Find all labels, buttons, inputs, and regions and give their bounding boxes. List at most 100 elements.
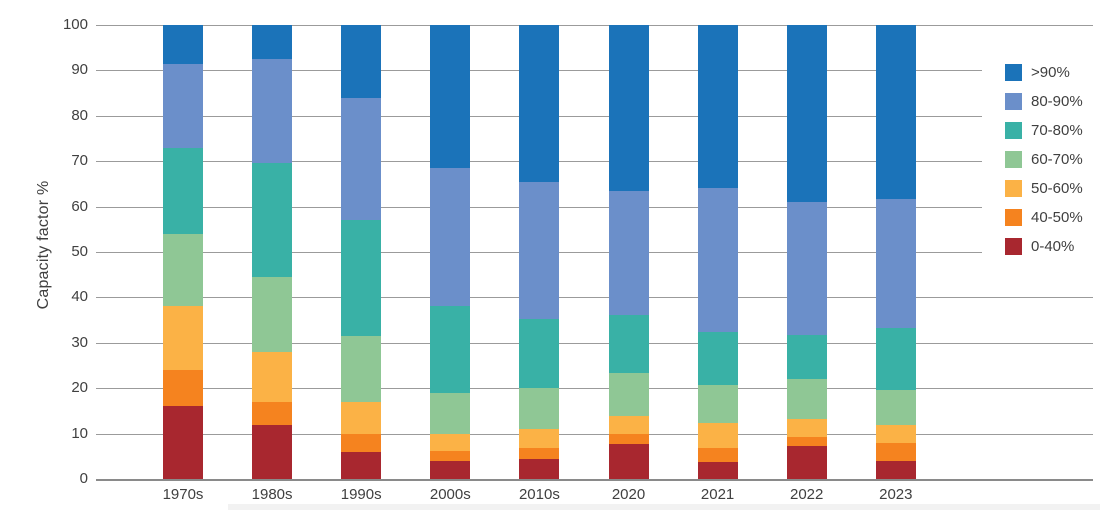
y-tick-label-40: 40: [71, 288, 88, 306]
y-tick-label-20: 20: [71, 379, 88, 397]
bar-segment-2023-70-80%: [875, 328, 916, 391]
bar-segment-2010s-70-80%: [519, 319, 560, 389]
x-tick-label-1990s: 1990s: [340, 486, 382, 503]
bar-segment-1980s-40-50%: [252, 401, 293, 425]
bar-segment-2021-0-40%: [697, 461, 738, 479]
x-tick-label-2020: 2020: [611, 486, 646, 503]
bar-segment-1990s-80-90%: [341, 97, 382, 221]
legend-item->90%: >90%: [982, 58, 1100, 87]
bar-segment-2020-60-70%: [608, 373, 649, 416]
bar-segment-2023-60-70%: [875, 390, 916, 425]
x-tick-label-2023: 2023: [879, 486, 913, 503]
bar-segment-2021-60-70%: [697, 385, 738, 424]
x-tick-label-2000s: 2000s: [429, 486, 471, 503]
y-tick-label-30: 30: [71, 333, 88, 351]
legend-item-50-60%: 50-60%: [982, 174, 1100, 203]
bar-segment-2022-50-60%: [786, 419, 827, 437]
bar-segment-2023->90%: [875, 25, 916, 199]
bar-segment-2010s-80-90%: [519, 182, 560, 320]
gridline-60: [96, 206, 1093, 208]
bar-segment-2023-40-50%: [875, 443, 916, 462]
y-tick-label-90: 90: [71, 61, 88, 79]
bar-segment-1970s-40-50%: [163, 370, 203, 407]
bar-segment-1980s-80-90%: [252, 59, 293, 164]
bar-segment-2021-40-50%: [697, 448, 738, 462]
bar-segment-1970s-70-80%: [163, 147, 203, 234]
legend-swatch-0-40%: [1005, 238, 1022, 255]
x-axis-line: [96, 479, 1093, 481]
y-tick-label-60: 60: [71, 197, 88, 215]
legend-swatch-50-60%: [1005, 180, 1022, 197]
bar-segment-1970s-0-40%: [163, 406, 203, 479]
y-tick-label-0: 0: [79, 470, 88, 487]
bar-segment-2010s-60-70%: [519, 388, 560, 430]
bar-segment-2021-80-90%: [697, 188, 738, 333]
y-tick-label-50: 50: [71, 243, 88, 260]
y-tick-label-80: 80: [71, 106, 88, 124]
bar-segment-1980s-60-70%: [252, 276, 293, 352]
y-tick-label-10: 10: [71, 424, 88, 442]
gridline-40: [96, 297, 1093, 299]
bar-segment-2022-40-50%: [786, 436, 827, 447]
gridline-70: [96, 161, 1093, 163]
gridline-20: [96, 388, 1093, 390]
gridline-80: [96, 115, 1093, 117]
legend-label: 60-70%: [1031, 151, 1083, 168]
bar-segment-2000s-50-60%: [430, 433, 471, 451]
bar-segment-2023-0-40%: [875, 461, 916, 479]
bar-segment-2022-70-80%: [786, 334, 827, 380]
x-tick-label-1980s: 1980s: [251, 486, 293, 503]
bar-segment-1990s-40-50%: [341, 433, 382, 452]
bar-segment-1980s->90%: [252, 25, 293, 60]
legend-label: 0-40%: [1031, 238, 1075, 255]
legend-label: 70-80%: [1031, 122, 1083, 139]
bar-segment-2020->90%: [608, 25, 649, 191]
gridline-50: [96, 252, 1093, 253]
bar-segment-1990s-60-70%: [341, 335, 382, 402]
legend-swatch-40-50%: [1005, 209, 1022, 226]
bar-segment-2010s-40-50%: [519, 448, 560, 459]
bar-segment-2021-50-60%: [697, 423, 738, 449]
legend: >90% 80-90% 70-80% 60-70% 50-60% 40-50% 0-40%: [982, 50, 1100, 269]
legend-label: >90%: [1031, 64, 1070, 81]
bar-segment-2000s-80-90%: [430, 168, 471, 307]
plot-area: [96, 25, 1093, 481]
legend-swatch-70-80%: [1005, 122, 1022, 139]
bar-segment-2010s->90%: [519, 25, 560, 183]
bar-segment-2020-0-40%: [608, 444, 649, 479]
x-tick-label-2022: 2022: [790, 486, 824, 503]
legend-swatch->90%: [1005, 64, 1022, 81]
legend-label: 50-60%: [1031, 180, 1083, 197]
legend-swatch-60-70%: [1005, 151, 1022, 168]
bar-segment-1970s-60-70%: [163, 233, 203, 307]
legend-label: 80-90%: [1031, 93, 1083, 110]
legend-swatch-80-90%: [1005, 93, 1022, 110]
bar-segment-1980s-50-60%: [252, 351, 293, 402]
bar-segment-2021-70-80%: [697, 332, 738, 386]
bar-segment-2022-0-40%: [786, 446, 827, 479]
legend-item-40-50%: 40-50%: [982, 203, 1100, 232]
bar-segment-2000s->90%: [430, 25, 471, 168]
x-tick-label-2021: 2021: [700, 486, 735, 503]
bar-segment-1970s-50-60%: [163, 306, 203, 371]
gridline-30: [96, 342, 1093, 344]
bar-segment-2020-50-60%: [608, 415, 649, 435]
gridline-100: [96, 25, 1093, 26]
y-tick-label-70: 70: [71, 152, 88, 170]
bar-segment-2022-80-90%: [786, 201, 827, 335]
legend-label: 40-50%: [1031, 209, 1083, 226]
x-tick-label-2010s: 2010s: [518, 486, 560, 503]
bar-segment-1980s-70-80%: [252, 163, 293, 277]
bar-segment-2010s-0-40%: [519, 458, 560, 479]
legend-item-60-70%: 60-70%: [982, 145, 1100, 174]
legend-item-70-80%: 70-80%: [982, 116, 1100, 145]
bar-segment-1990s->90%: [341, 25, 382, 98]
bar-segment-2000s-60-70%: [430, 392, 471, 434]
bar-segment-2022-60-70%: [786, 379, 827, 420]
gridline-90: [96, 70, 1093, 72]
bar-segment-1970s-80-90%: [163, 63, 203, 148]
x-tick-label-1970s: 1970s: [162, 486, 204, 503]
bar-segment-2021->90%: [697, 25, 738, 189]
bar-segment-2020-80-90%: [608, 190, 649, 315]
bar-segment-2000s-40-50%: [430, 450, 471, 461]
